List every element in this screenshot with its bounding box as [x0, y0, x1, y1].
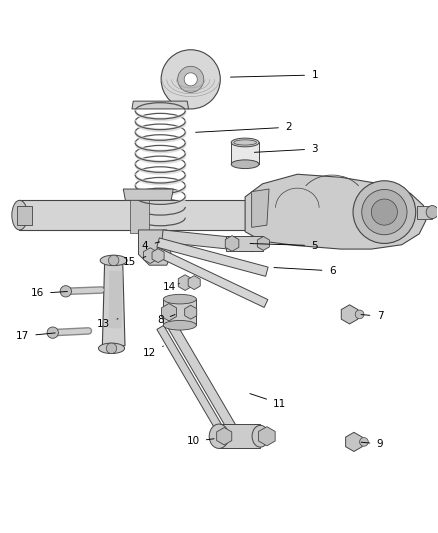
Polygon shape	[185, 305, 197, 319]
Ellipse shape	[99, 343, 124, 353]
Polygon shape	[152, 249, 164, 263]
Polygon shape	[162, 230, 254, 252]
Text: 6: 6	[274, 266, 336, 276]
Polygon shape	[417, 206, 432, 219]
Polygon shape	[217, 427, 232, 445]
Circle shape	[47, 327, 58, 338]
Circle shape	[362, 189, 407, 235]
Polygon shape	[163, 299, 196, 325]
Text: 2: 2	[196, 122, 292, 132]
Text: 10: 10	[186, 437, 214, 447]
Polygon shape	[157, 326, 227, 438]
Polygon shape	[162, 303, 177, 321]
Ellipse shape	[252, 425, 268, 447]
Polygon shape	[188, 276, 200, 289]
Polygon shape	[123, 189, 173, 200]
Ellipse shape	[100, 255, 127, 265]
Ellipse shape	[426, 206, 438, 219]
Text: 4: 4	[142, 240, 160, 251]
Text: 15: 15	[123, 256, 146, 267]
Polygon shape	[231, 142, 259, 164]
Text: 12: 12	[143, 346, 163, 358]
Text: 9: 9	[361, 439, 383, 449]
Ellipse shape	[163, 320, 196, 330]
Polygon shape	[109, 271, 122, 328]
Polygon shape	[225, 236, 239, 251]
Circle shape	[109, 255, 119, 265]
Polygon shape	[226, 236, 262, 251]
Circle shape	[106, 343, 117, 353]
Polygon shape	[245, 174, 426, 249]
Polygon shape	[258, 426, 275, 446]
Polygon shape	[102, 262, 125, 346]
Circle shape	[360, 438, 368, 446]
Polygon shape	[258, 237, 269, 251]
Polygon shape	[132, 101, 188, 109]
Circle shape	[60, 286, 71, 297]
Ellipse shape	[209, 424, 229, 448]
Ellipse shape	[234, 140, 256, 145]
Polygon shape	[19, 200, 254, 230]
Polygon shape	[17, 206, 32, 225]
Text: 13: 13	[97, 319, 118, 329]
Polygon shape	[154, 247, 268, 308]
Polygon shape	[252, 189, 269, 228]
Text: 14: 14	[162, 282, 180, 293]
Text: 16: 16	[31, 288, 67, 298]
Circle shape	[355, 310, 364, 319]
Polygon shape	[346, 432, 362, 451]
Text: 7: 7	[361, 311, 383, 321]
Text: 17: 17	[16, 331, 55, 341]
Ellipse shape	[163, 294, 196, 304]
Polygon shape	[157, 238, 268, 276]
Polygon shape	[130, 198, 149, 232]
Text: 1: 1	[230, 70, 318, 80]
Text: 8: 8	[157, 314, 175, 326]
Polygon shape	[138, 230, 171, 265]
Polygon shape	[167, 321, 238, 434]
Circle shape	[353, 181, 416, 244]
Ellipse shape	[231, 160, 259, 168]
Polygon shape	[341, 305, 358, 324]
Polygon shape	[178, 275, 192, 290]
Polygon shape	[219, 424, 260, 448]
Ellipse shape	[12, 200, 28, 230]
Polygon shape	[144, 248, 157, 263]
Text: 11: 11	[250, 393, 286, 409]
Ellipse shape	[231, 138, 259, 147]
Text: 5: 5	[250, 240, 318, 251]
Circle shape	[371, 199, 397, 225]
Text: 3: 3	[254, 144, 318, 154]
